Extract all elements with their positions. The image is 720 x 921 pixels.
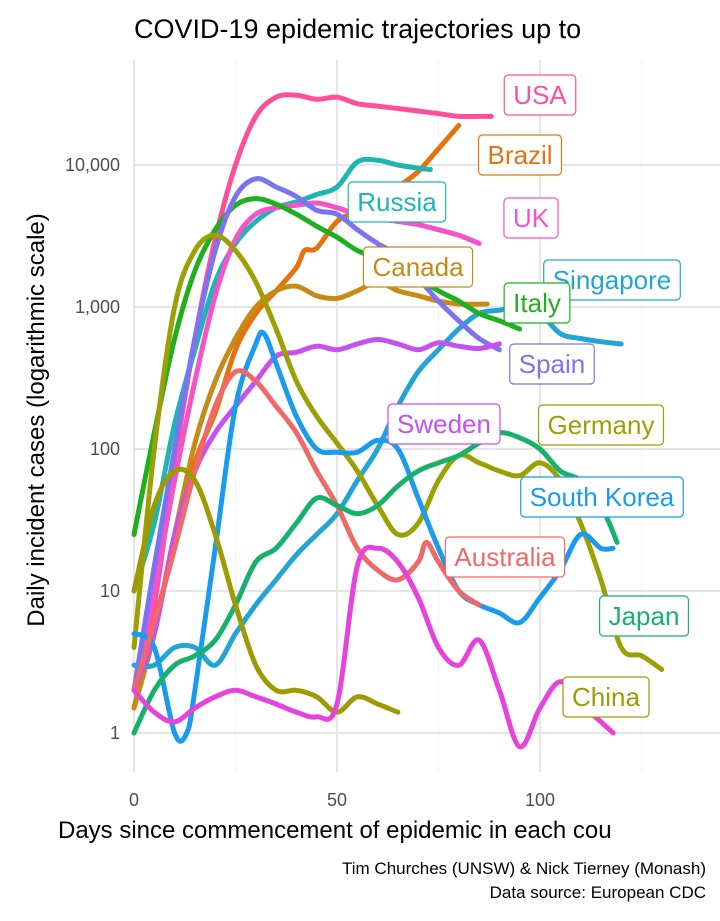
- label-text-usa: USA: [513, 80, 567, 110]
- label-text-canada: Canada: [372, 252, 464, 282]
- label-canada: Canada: [362, 246, 474, 288]
- label-box-south-korea: [520, 476, 684, 518]
- label-text-australia: Australia: [454, 542, 556, 572]
- series-line-spain: [131, 176, 502, 693]
- label-box-australia: [444, 536, 566, 578]
- label-box-singapore: [543, 259, 681, 301]
- y-axis-title: Daily incident cases (logarithmic scale): [23, 213, 50, 626]
- label-box-canada: [362, 246, 474, 288]
- label-spain: Spain: [509, 343, 595, 385]
- label-box-germany: [537, 404, 665, 446]
- y-tick-label: 10: [100, 581, 120, 601]
- y-tick-label: 10,000: [65, 155, 120, 175]
- caption-credit: Tim Churches (UNSW) & Nick Tierney (Mona…: [342, 859, 706, 878]
- series-line-unlabeled: [131, 544, 616, 750]
- label-text-italy: Italy: [513, 288, 561, 318]
- label-text-brazil: Brazil: [487, 140, 552, 170]
- label-box-japan: [598, 595, 690, 637]
- label-text-china: China: [572, 682, 640, 712]
- series-line-china: [131, 466, 401, 715]
- label-japan: Japan: [598, 595, 690, 637]
- label-text-uk: UK: [513, 203, 550, 233]
- label-text-singapore: Singapore: [553, 265, 672, 295]
- y-tick-label: 1: [110, 723, 120, 743]
- label-box-spain: [509, 343, 595, 385]
- label-russia: Russia: [347, 181, 447, 223]
- axis-ticks: 0 50 100 1 10 100 1,000 10,000: [65, 155, 555, 810]
- label-text-germany: Germany: [548, 410, 655, 440]
- label-text-south-korea: South Korea: [530, 482, 675, 512]
- label-box-italy: [503, 282, 571, 324]
- label-brazil: Brazil: [477, 134, 563, 176]
- x-tick-label: 50: [327, 790, 347, 810]
- label-box-russia: [347, 181, 447, 223]
- label-china: China: [562, 676, 650, 718]
- label-singapore: Singapore: [543, 259, 681, 301]
- label-usa: USA: [503, 74, 577, 116]
- label-australia: Australia: [444, 536, 566, 578]
- label-text-spain: Spain: [519, 349, 586, 379]
- chart-title: COVID-19 epidemic trajectories up to: [134, 14, 581, 44]
- x-tick-label: 0: [129, 790, 139, 810]
- y-tick-label: 100: [90, 439, 120, 459]
- label-sweden: Sweden: [387, 403, 501, 445]
- caption-source: Data source: European CDC: [490, 883, 706, 902]
- label-uk: UK: [503, 197, 559, 239]
- label-italy: Italy: [503, 282, 571, 324]
- label-south-korea: South Korea: [520, 476, 684, 518]
- label-box-usa: [503, 74, 577, 116]
- label-text-japan: Japan: [609, 601, 680, 631]
- series-line-south-korea: [131, 329, 616, 744]
- label-germany: Germany: [537, 404, 665, 446]
- label-box-sweden: [387, 403, 501, 445]
- label-text-sweden: Sweden: [397, 409, 491, 439]
- series-line-japan: [131, 430, 620, 736]
- series-line-sweden: [131, 337, 502, 693]
- series-line-australia: [131, 368, 482, 693]
- series-line-canada: [131, 279, 490, 711]
- label-text-russia: Russia: [357, 187, 437, 217]
- y-tick-label: 1,000: [75, 297, 120, 317]
- label-box-brazil: [477, 134, 563, 176]
- series-line-uk: [131, 200, 482, 693]
- label-box-china: [562, 676, 650, 718]
- label-box-uk: [503, 197, 559, 239]
- x-tick-label: 100: [525, 790, 555, 810]
- series-line-italy: [131, 196, 523, 537]
- x-axis-title: Days since commencement of epidemic in e…: [58, 817, 612, 844]
